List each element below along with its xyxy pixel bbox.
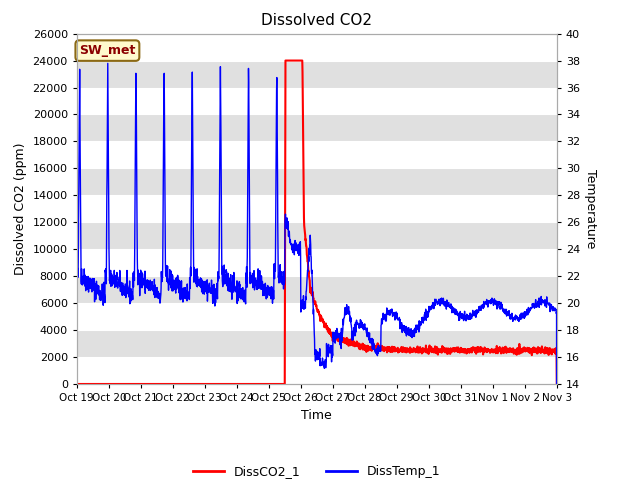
Bar xyxy=(77,222,557,249)
Text: SW_met: SW_met xyxy=(79,44,136,57)
Bar xyxy=(77,276,557,303)
Title: Dissolved CO2: Dissolved CO2 xyxy=(261,13,372,28)
X-axis label: Time: Time xyxy=(301,408,332,421)
Y-axis label: Temperature: Temperature xyxy=(584,169,596,249)
Y-axis label: Dissolved CO2 (ppm): Dissolved CO2 (ppm) xyxy=(14,143,27,275)
Bar xyxy=(77,168,557,195)
Bar xyxy=(77,60,557,87)
Bar xyxy=(77,330,557,357)
Legend: DissCO2_1, DissTemp_1: DissCO2_1, DissTemp_1 xyxy=(188,460,445,480)
Bar xyxy=(77,114,557,142)
